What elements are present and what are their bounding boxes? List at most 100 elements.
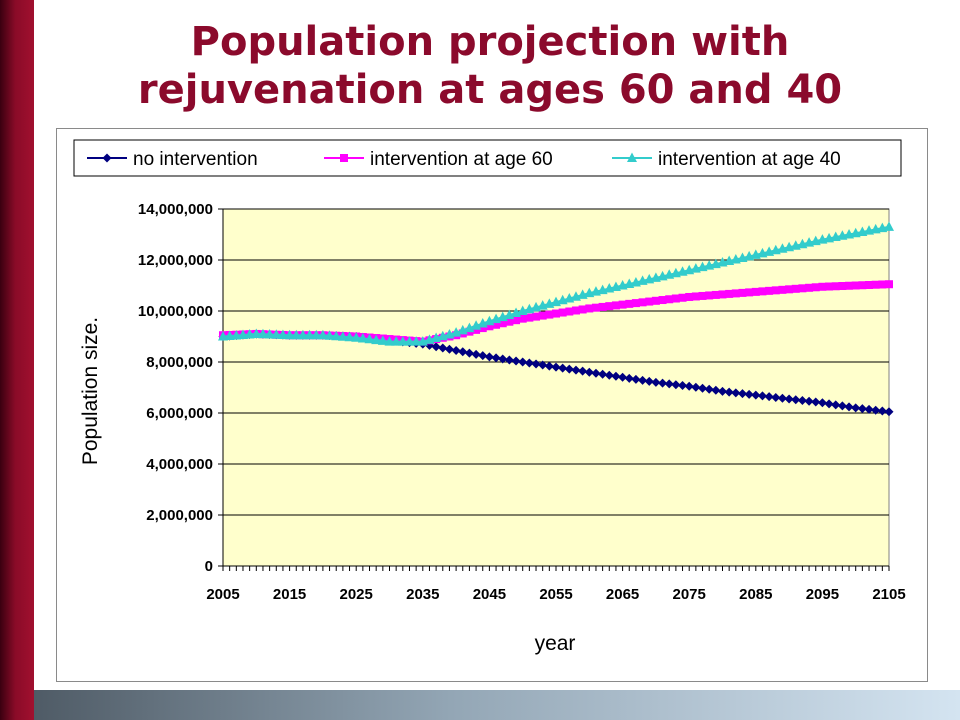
x-tick-label: 2065 — [606, 586, 639, 603]
data-point — [518, 357, 528, 367]
chart-frame: no intervention intervention at age 60 int… — [56, 128, 928, 682]
y-tick-label: 2,000,000 — [146, 507, 213, 524]
x-tick-label: 2085 — [739, 586, 772, 603]
data-point — [251, 328, 262, 338]
x-tick-label: 2095 — [806, 586, 839, 603]
data-point — [331, 330, 342, 341]
data-point — [771, 286, 780, 295]
data-point — [757, 391, 767, 401]
x-tick-label: 2035 — [406, 586, 439, 603]
data-point — [544, 361, 554, 371]
data-point — [638, 298, 647, 307]
data-point — [651, 377, 661, 387]
data-point — [498, 319, 507, 328]
data-point — [451, 346, 461, 356]
data-point — [584, 367, 594, 377]
data-point — [512, 316, 521, 325]
legend-box — [73, 139, 902, 177]
data-point — [857, 404, 867, 414]
data-point — [758, 287, 767, 296]
plot-area — [222, 208, 890, 567]
x-tick-label: 2005 — [206, 586, 239, 603]
data-point — [604, 370, 614, 380]
data-point — [724, 387, 734, 397]
data-point — [825, 282, 834, 291]
data-point — [598, 369, 608, 379]
data-point — [485, 322, 494, 331]
data-point — [704, 384, 714, 394]
data-point — [492, 320, 501, 329]
data-point — [571, 365, 581, 375]
data-point — [231, 329, 242, 340]
data-point — [718, 386, 727, 396]
data-point — [558, 363, 568, 373]
left-accent-bar — [0, 0, 34, 720]
data-point — [484, 352, 494, 362]
data-point — [644, 376, 654, 386]
data-point — [738, 288, 747, 297]
x-axis-label: year — [535, 632, 576, 655]
data-point — [698, 383, 708, 393]
data-point — [324, 330, 335, 340]
data-point — [551, 362, 561, 372]
data-point — [671, 294, 680, 303]
data-point — [844, 402, 854, 412]
data-point — [638, 375, 648, 385]
data-point — [771, 392, 781, 402]
data-point — [711, 385, 721, 395]
data-point — [598, 302, 607, 311]
series-intervention-age-40 — [218, 221, 894, 346]
data-point — [885, 280, 893, 289]
data-point — [578, 366, 588, 376]
data-point — [631, 299, 640, 308]
x-tick-label: 2025 — [340, 586, 373, 603]
data-point — [531, 359, 541, 369]
x-tick-label: 2075 — [673, 586, 706, 603]
data-point — [625, 299, 634, 308]
data-point — [878, 280, 887, 289]
data-point — [591, 368, 601, 378]
slide-title-line-2: rejuvenation at ages 60 and 40 — [137, 67, 843, 113]
data-point — [605, 302, 614, 311]
data-point — [317, 329, 328, 340]
data-point — [811, 283, 820, 292]
data-point — [491, 353, 501, 363]
population-chart: no intervention intervention at age 60 int… — [73, 139, 906, 655]
legend-marker — [627, 152, 637, 162]
data-point — [631, 374, 641, 384]
data-point — [811, 397, 821, 407]
data-point — [791, 284, 800, 293]
data-point — [845, 281, 854, 290]
data-point — [805, 283, 814, 292]
data-point — [831, 400, 841, 410]
data-point — [257, 328, 268, 339]
data-point — [472, 325, 481, 334]
series-layer — [218, 221, 894, 417]
data-point — [871, 280, 880, 289]
data-point — [791, 395, 801, 405]
slide-title-line-1: Population projection with — [190, 19, 790, 65]
data-point — [611, 371, 621, 381]
data-point — [558, 308, 567, 317]
data-point — [291, 329, 302, 340]
gridlines — [223, 208, 889, 516]
legend-label: no intervention — [133, 149, 258, 170]
data-point — [765, 286, 774, 295]
y-tick-label: 12,000,000 — [138, 252, 213, 269]
data-point — [471, 349, 481, 359]
x-tick-label: 2105 — [872, 586, 905, 603]
data-point — [611, 301, 620, 310]
data-point — [797, 396, 807, 406]
data-point — [618, 300, 627, 309]
data-point — [571, 306, 580, 315]
y-tick-label: 0 — [205, 558, 213, 575]
data-point — [532, 312, 541, 321]
data-point — [505, 317, 514, 326]
bottom-accent-bar — [34, 690, 960, 720]
data-point — [798, 284, 807, 293]
data-point — [658, 378, 668, 388]
data-point — [538, 360, 548, 370]
data-point — [304, 329, 315, 340]
data-point — [685, 292, 694, 301]
data-point — [397, 336, 408, 346]
